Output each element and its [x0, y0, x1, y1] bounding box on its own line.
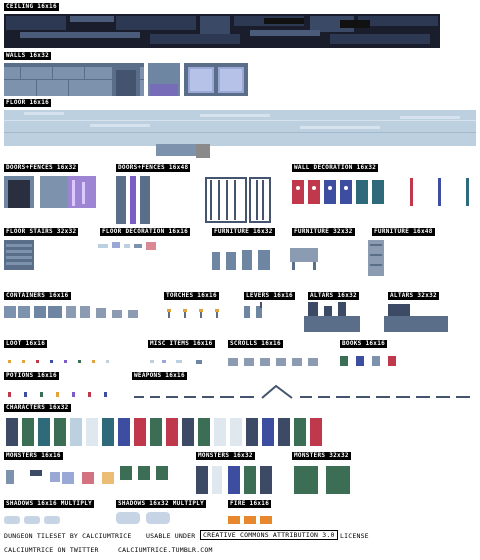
loot [8, 360, 109, 363]
monsters-32x32 [294, 466, 350, 494]
label-books: BOOKS 16x16 [340, 340, 388, 348]
label-floor-stairs: FLOOR STAIRS 32x32 [4, 228, 79, 236]
credit-line-2b: CALCIUMTRICE.TUMBLR.COM [118, 546, 213, 554]
monsters-16x16 [6, 466, 168, 484]
label-levers: LEVERS 16x16 [244, 292, 295, 300]
label-doors-fences-16x32: DOORS+FENCES 16x32 [4, 164, 79, 172]
label-shadows-16x16: SHADOWS 16x16 MULTIPLY [4, 500, 95, 508]
label-furniture-16x32: FURNITURE 16x32 [212, 228, 275, 236]
scrolls [228, 358, 318, 366]
monsters-16x32 [196, 466, 272, 494]
label-characters: CHARACTERS 16x32 [4, 404, 71, 412]
floor-decoration [98, 242, 156, 250]
potions [8, 392, 107, 397]
label-furniture-32x32: FURNITURE 32x32 [292, 228, 355, 236]
credit-line-1c: CREATIVE COMMONS ATTRIBUTION 3.0 [200, 530, 338, 540]
ceiling-tiles [4, 14, 440, 48]
label-altars-32x32: ALTARS 32x32 [388, 292, 439, 300]
label-doors-fences-16x48: DOORS+FENCES 16x48 [116, 164, 191, 172]
weapons [134, 384, 470, 399]
altars [304, 302, 448, 332]
doors-fences-16x48 [116, 176, 271, 224]
misc-items [150, 360, 202, 364]
doors-fences-16x32 [4, 176, 96, 208]
label-fire: FIRE 16x16 [228, 500, 272, 508]
label-potions: POTIONS 16x16 [4, 372, 59, 380]
credit-line-1a: DUNGEON TILESET BY CALCIUMTRICE [4, 532, 132, 540]
containers [4, 306, 138, 318]
label-scrolls: SCROLLS 16x16 [228, 340, 283, 348]
credit-line-1b: USABLE UNDER [146, 532, 196, 540]
characters [6, 418, 322, 446]
label-monsters-16x32: MONSTERS 16x32 [196, 452, 255, 460]
label-shadows-16x32: SHADOWS 16x32 MULTIPLY [116, 500, 207, 508]
label-wall-decoration: WALL DECORATION 16x32 [292, 164, 379, 172]
credit-line-1d: LICENSE [340, 532, 369, 540]
books [340, 356, 396, 366]
shadows [4, 512, 170, 524]
label-monsters-16x16: MONSTERS 16x16 [4, 452, 63, 460]
floor-stairs [4, 240, 34, 270]
label-walls: WALLS 16x32 [4, 52, 52, 60]
fire [228, 516, 272, 524]
levers [244, 302, 262, 318]
label-monsters-32x32: MONSTERS 32x32 [292, 452, 351, 460]
label-altars-16x32: ALTARS 16x32 [308, 292, 359, 300]
label-weapons: WEAPONS 16x16 [132, 372, 187, 380]
furniture [212, 240, 384, 276]
label-furniture-16x48: FURNITURE 16x48 [372, 228, 435, 236]
label-containers: CONTAINERS 16x16 [4, 292, 71, 300]
label-torches: TORCHES 16x16 [164, 292, 219, 300]
label-floor-decoration: FLOOR DECORATION 16x16 [100, 228, 191, 236]
wall-tiles [4, 63, 248, 96]
label-ceiling: CEILING 16x16 [4, 3, 59, 11]
label-loot: LOOT 16x16 [4, 340, 48, 348]
torches [167, 309, 219, 318]
label-misc-items: MISC ITEMS 16x16 [148, 340, 215, 348]
credit-line-2a: CALCIUMTRICE ON TWITTER [4, 546, 99, 554]
label-floor: FLOOR 16x16 [4, 99, 52, 107]
floor-tiles [4, 110, 476, 158]
wall-decoration-banners [292, 178, 469, 206]
